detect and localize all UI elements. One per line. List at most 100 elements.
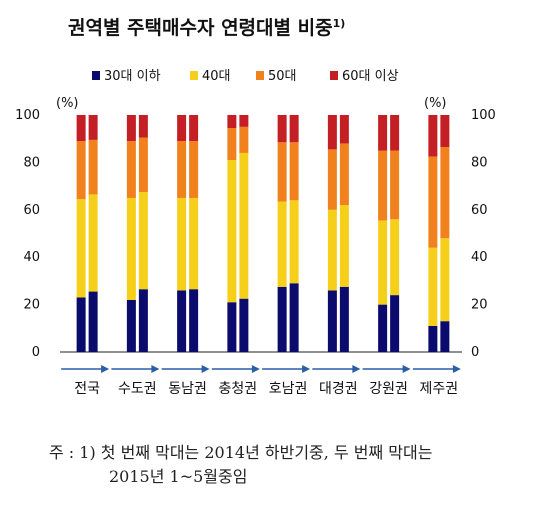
bar-segment-4-0-3 bbox=[277, 115, 287, 143]
bar-segment-2-1-2 bbox=[189, 141, 199, 198]
y-tick-right-60: 60 bbox=[471, 203, 488, 218]
bar-segment-7-1-0 bbox=[440, 321, 450, 352]
bar-segment-4-0-0 bbox=[277, 286, 287, 352]
y-tick-right-20: 20 bbox=[471, 298, 488, 313]
legend-label-1: 40대 bbox=[202, 69, 231, 84]
bar-segment-0-1-1 bbox=[88, 194, 98, 292]
bar-segment-4-1-3 bbox=[289, 115, 299, 143]
y-tick-left-40: 40 bbox=[23, 250, 40, 265]
bar-segment-6-0-3 bbox=[378, 115, 388, 151]
bar-segment-6-0-1 bbox=[378, 220, 388, 305]
period-arrowhead-1 bbox=[151, 365, 160, 373]
bar-segment-0-1-0 bbox=[88, 291, 98, 352]
y-tick-right-40: 40 bbox=[471, 250, 488, 265]
y-tick-right-100: 100 bbox=[471, 108, 496, 123]
bar-segment-5-0-0 bbox=[327, 290, 337, 352]
bar-segment-6-1-3 bbox=[390, 115, 400, 151]
bar-segment-1-1-1 bbox=[138, 192, 148, 290]
bar-segment-0-0-1 bbox=[76, 199, 86, 298]
period-arrowhead-5 bbox=[352, 365, 361, 373]
bar-segment-7-1-1 bbox=[440, 238, 450, 322]
bar-segment-5-1-0 bbox=[339, 286, 349, 352]
legend-swatch-3 bbox=[330, 71, 338, 80]
bar-segment-2-0-2 bbox=[177, 141, 187, 198]
bar-segment-6-1-1 bbox=[390, 219, 400, 296]
chart-title: 권역별 주택매수자 연령대별 비중1) bbox=[68, 17, 345, 39]
category-label-5: 대경권 bbox=[319, 381, 358, 397]
bar-segment-1-0-1 bbox=[126, 197, 136, 300]
bar-segment-4-0-1 bbox=[277, 201, 287, 287]
stacked-bar-chart: 권역별 주택매수자 연령대별 비중1) 30대 이하 40대 50대 60대 이상 (… bbox=[15, 17, 496, 397]
period-arrowhead-6 bbox=[402, 365, 411, 373]
bar-segment-6-0-2 bbox=[378, 150, 388, 221]
period-arrowhead-2 bbox=[201, 365, 210, 373]
bar-segment-6-1-2 bbox=[390, 150, 400, 220]
bar-segment-4-1-1 bbox=[289, 200, 299, 284]
bar-segment-6-0-0 bbox=[378, 304, 388, 352]
bar-segment-0-1-2 bbox=[88, 139, 98, 195]
legend-label-0: 30대 이하 bbox=[104, 69, 161, 84]
footnote-line-1: 주 : 1) 첫 번째 막대는 2014년 하반기중, 두 번째 막대는 bbox=[49, 443, 433, 462]
bar-segment-7-0-1 bbox=[428, 247, 438, 326]
bar-segment-3-1-2 bbox=[239, 126, 249, 153]
bar-segment-1-1-3 bbox=[138, 115, 148, 138]
footnote-line-2: 2015년 1~5월중임 bbox=[109, 467, 248, 486]
bar-segment-2-0-1 bbox=[177, 197, 187, 291]
y-tick-left-100: 100 bbox=[15, 108, 40, 123]
bar-segment-2-0-3 bbox=[177, 115, 187, 142]
legend-label-3: 60대 이상 bbox=[342, 69, 399, 84]
bar-segment-5-0-2 bbox=[327, 149, 337, 210]
bar-segment-1-0-2 bbox=[126, 141, 136, 198]
bar-segment-0-0-2 bbox=[76, 141, 86, 200]
bar-segment-2-1-3 bbox=[189, 115, 199, 142]
bar-segment-3-1-3 bbox=[239, 115, 249, 127]
bar-segment-0-0-3 bbox=[76, 115, 86, 142]
bar-segment-5-1-1 bbox=[339, 205, 349, 287]
bar-segment-7-0-3 bbox=[428, 115, 438, 157]
category-label-3: 충청권 bbox=[219, 381, 258, 397]
category-label-0: 전국 bbox=[74, 381, 100, 397]
y-axis-unit-left: (%) bbox=[56, 96, 79, 111]
bar-segment-7-0-2 bbox=[428, 156, 438, 248]
y-tick-left-20: 20 bbox=[23, 298, 40, 313]
bars bbox=[76, 115, 450, 352]
legend-label-2: 50대 bbox=[268, 69, 297, 84]
period-arrowhead-0 bbox=[101, 365, 110, 373]
bar-segment-5-0-3 bbox=[327, 115, 337, 150]
chart-title-superscript: 1) bbox=[333, 17, 346, 30]
category-label-2: 동남권 bbox=[168, 381, 207, 397]
bar-segment-2-1-1 bbox=[189, 197, 199, 290]
bar-segment-4-1-2 bbox=[289, 142, 299, 201]
bar-segment-3-0-3 bbox=[227, 115, 237, 129]
category-label-4: 호남권 bbox=[269, 381, 308, 397]
y-tick-left-0: 0 bbox=[32, 345, 40, 360]
bar-segment-3-1-0 bbox=[239, 298, 249, 352]
bar-segment-3-0-2 bbox=[227, 128, 237, 161]
period-arrowhead-7 bbox=[452, 365, 461, 373]
bar-segment-7-1-3 bbox=[440, 115, 450, 147]
bar-segment-5-1-3 bbox=[339, 115, 349, 144]
bar-segment-2-1-0 bbox=[189, 289, 199, 352]
y-tick-right-80: 80 bbox=[471, 155, 488, 170]
bar-segment-7-1-2 bbox=[440, 146, 450, 239]
bar-segment-4-1-0 bbox=[289, 283, 299, 352]
period-arrowhead-4 bbox=[302, 365, 311, 373]
bar-segment-4-0-2 bbox=[277, 142, 287, 202]
category-label-7: 제주권 bbox=[420, 381, 459, 397]
bar-segment-1-1-2 bbox=[138, 137, 148, 193]
bar-segment-2-0-0 bbox=[177, 290, 187, 352]
bar-segment-5-0-1 bbox=[327, 209, 337, 291]
bar-segment-7-0-0 bbox=[428, 325, 438, 352]
bar-segment-0-0-0 bbox=[76, 297, 86, 352]
period-arrowhead-3 bbox=[251, 365, 260, 373]
category-label-1: 수도권 bbox=[118, 381, 157, 397]
bar-segment-3-0-0 bbox=[227, 302, 237, 352]
bar-segment-3-1-1 bbox=[239, 152, 249, 299]
bar-segment-1-0-3 bbox=[126, 115, 136, 142]
bar-segment-0-1-3 bbox=[88, 115, 98, 140]
chart-title-text: 권역별 주택매수자 연령대별 비중 bbox=[68, 17, 333, 39]
bar-segment-6-1-0 bbox=[390, 295, 400, 352]
y-axis-unit-right: (%) bbox=[424, 96, 447, 111]
bar-segment-1-1-0 bbox=[138, 289, 148, 352]
bar-segment-1-0-0 bbox=[126, 299, 136, 352]
